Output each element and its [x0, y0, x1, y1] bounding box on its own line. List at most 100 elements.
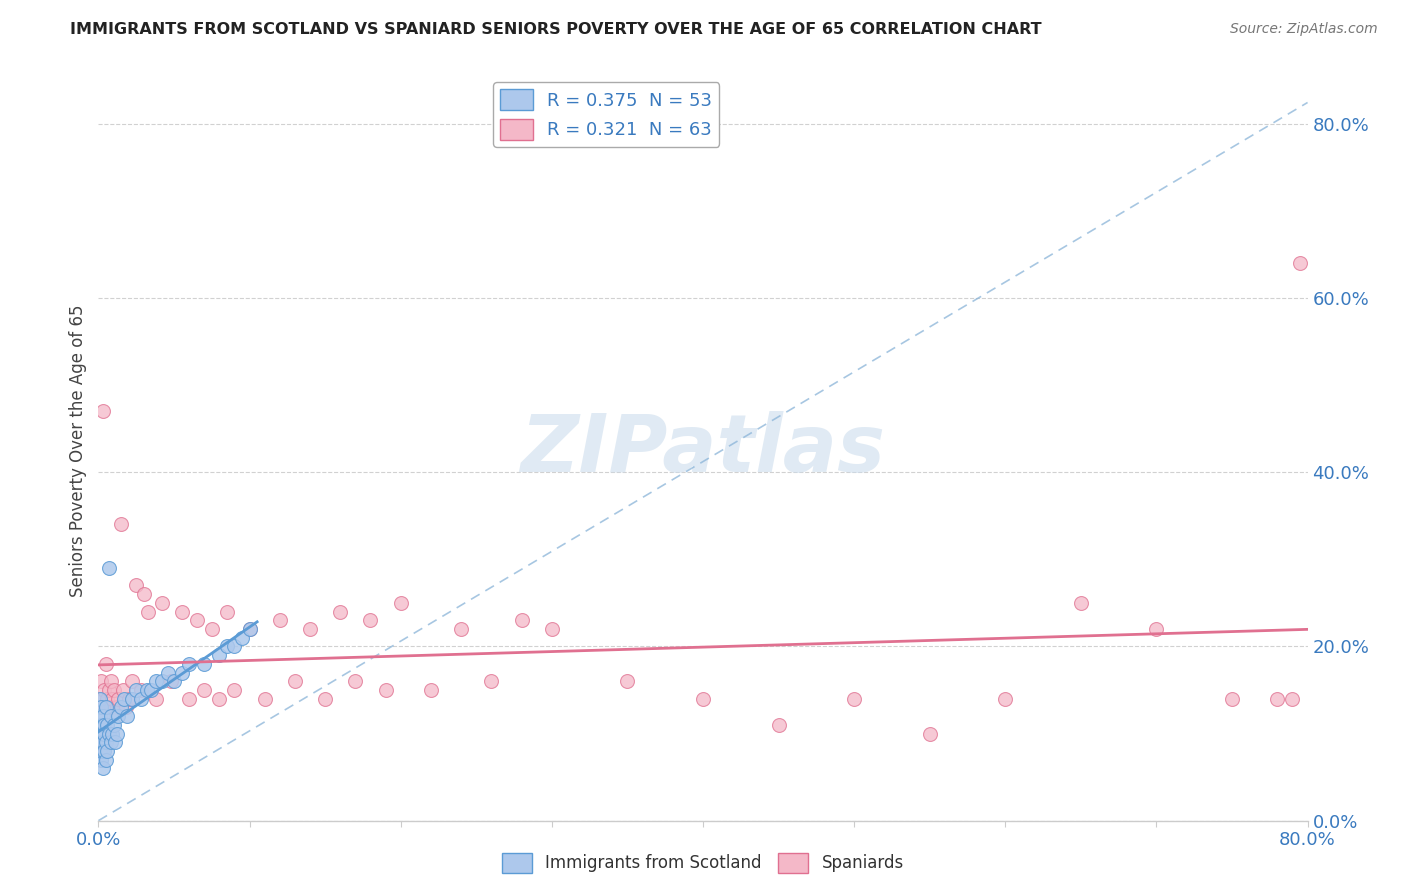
Point: [389, 596, 412, 610]
Point: [93, 744, 115, 758]
Point: [114, 700, 136, 714]
Point: [121, 691, 143, 706]
Point: [145, 674, 167, 689]
Point: [135, 683, 157, 698]
Point: [110, 517, 132, 532]
Point: [215, 605, 238, 619]
Point: [96, 744, 118, 758]
Point: [193, 657, 215, 671]
Point: [91, 735, 114, 749]
Point: [136, 605, 159, 619]
Point: [100, 674, 122, 689]
Point: [91, 709, 114, 723]
Point: [179, 657, 201, 671]
Point: [616, 674, 638, 689]
Point: [150, 596, 173, 610]
Point: [179, 691, 201, 706]
Point: [284, 674, 307, 689]
Point: [170, 605, 193, 619]
Point: [91, 726, 114, 740]
Point: [510, 613, 533, 627]
Point: [150, 674, 173, 689]
Text: IMMIGRANTS FROM SCOTLAND VS SPANIARD SENIORS POVERTY OVER THE AGE OF 65 CORRELAT: IMMIGRANTS FROM SCOTLAND VS SPANIARD SEN…: [70, 22, 1042, 37]
Point: [91, 718, 114, 732]
Point: [104, 735, 127, 749]
Point: [103, 683, 125, 698]
Point: [91, 761, 114, 775]
Point: [89, 709, 111, 723]
Point: [94, 700, 117, 714]
Point: [269, 613, 291, 627]
Point: [107, 691, 129, 706]
Point: [186, 613, 208, 627]
Point: [1267, 691, 1289, 706]
Point: [125, 578, 148, 592]
Point: [112, 691, 135, 706]
Point: [253, 691, 276, 706]
Point: [90, 726, 112, 740]
Point: [89, 691, 111, 706]
Point: [239, 622, 262, 636]
Point: [91, 700, 114, 714]
Point: [156, 665, 179, 680]
Point: [132, 587, 155, 601]
Point: [90, 700, 112, 714]
Point: [93, 718, 115, 732]
Point: [692, 691, 714, 706]
Point: [193, 683, 215, 698]
Point: [90, 753, 112, 767]
Point: [110, 700, 132, 714]
Point: [94, 735, 117, 749]
Point: [374, 683, 396, 698]
Point: [145, 691, 167, 706]
Y-axis label: Seniors Poverty Over the Age of 65: Seniors Poverty Over the Age of 65: [69, 304, 87, 597]
Point: [89, 726, 111, 740]
Point: [93, 726, 115, 740]
Point: [844, 691, 866, 706]
Text: ZIPatlas: ZIPatlas: [520, 411, 886, 490]
Point: [105, 700, 128, 714]
Point: [1281, 691, 1303, 706]
Point: [121, 674, 143, 689]
Point: [314, 691, 336, 706]
Point: [224, 683, 246, 698]
Point: [90, 735, 112, 749]
Point: [105, 726, 128, 740]
Point: [129, 691, 152, 706]
Point: [90, 718, 112, 732]
Legend: Immigrants from Scotland, Spaniards: Immigrants from Scotland, Spaniards: [495, 847, 911, 880]
Point: [129, 683, 152, 698]
Point: [90, 674, 112, 689]
Point: [450, 622, 472, 636]
Point: [215, 640, 238, 654]
Point: [94, 753, 117, 767]
Point: [1070, 596, 1092, 610]
Point: [115, 709, 138, 723]
Point: [100, 735, 122, 749]
Point: [299, 622, 322, 636]
Point: [360, 613, 382, 627]
Point: [160, 674, 183, 689]
Point: [111, 683, 134, 698]
Point: [91, 404, 114, 418]
Point: [1289, 256, 1312, 270]
Point: [239, 622, 262, 636]
Point: [994, 691, 1017, 706]
Point: [141, 683, 163, 698]
Point: [231, 631, 253, 645]
Point: [118, 691, 141, 706]
Point: [101, 726, 124, 740]
Point: [100, 700, 122, 714]
Point: [107, 709, 129, 723]
Point: [125, 683, 148, 698]
Point: [540, 622, 562, 636]
Point: [420, 683, 443, 698]
Point: [344, 674, 367, 689]
Point: [94, 657, 117, 671]
Point: [96, 691, 118, 706]
Point: [201, 622, 224, 636]
Point: [89, 691, 111, 706]
Point: [90, 735, 112, 749]
Point: [1144, 622, 1167, 636]
Point: [96, 718, 118, 732]
